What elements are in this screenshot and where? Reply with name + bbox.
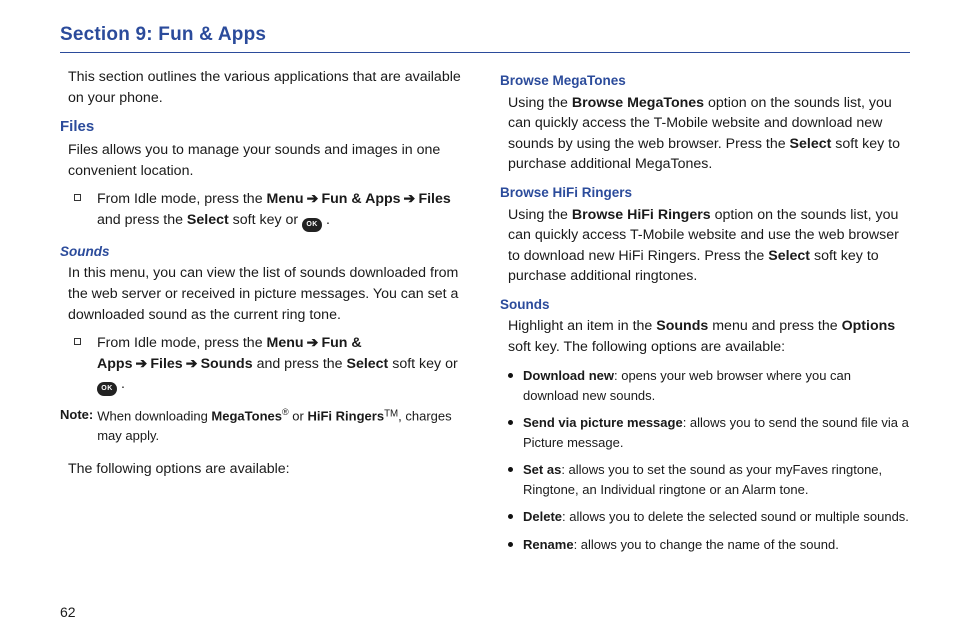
right-column: Browse MegaTones Using the Browse MegaTo… [500,67,910,562]
note: Note: When downloading MegaTones® or HiF… [60,406,470,445]
sounds-body-right: Highlight an item in the Sounds menu and… [500,316,910,357]
list-item-text: Send via picture message: allows you to … [523,413,910,453]
sounds-step-text: From Idle mode, press the Menu➔Fun & App… [97,333,470,396]
square-bullet-icon [74,194,81,201]
list-item: Set as: allows you to set the sound as y… [508,460,910,500]
files-body: Files allows you to manage your sounds a… [60,140,470,181]
page-number: 62 [60,604,76,620]
ok-icon: OK [97,382,117,396]
list-item: Send via picture message: allows you to … [508,413,910,453]
square-bullet-icon [74,338,81,345]
browse-megatones-heading: Browse MegaTones [500,71,910,91]
sounds-body: In this menu, you can view the list of s… [60,263,470,325]
files-step-text: From Idle mode, press the Menu➔Fun & App… [97,189,470,232]
bullet-icon [508,420,513,425]
list-item-text: Set as: allows you to set the sound as y… [523,460,910,500]
content-columns: This section outlines the various applic… [60,67,910,562]
list-item: Delete: allows you to delete the selecte… [508,507,910,527]
section-title: Section 9: Fun & Apps [60,24,910,53]
list-item: Download new: opens your web browser whe… [508,366,910,406]
list-item-text: Rename: allows you to change the name of… [523,535,839,555]
bullet-icon [508,514,513,519]
files-heading: Files [60,116,470,138]
options-intro: The following options are available: [60,459,470,480]
browse-hifi-heading: Browse HiFi Ringers [500,183,910,203]
list-item: Rename: allows you to change the name of… [508,535,910,555]
browse-megatones-body: Using the Browse MegaTones option on the… [500,93,910,175]
sounds-subheading: Sounds [60,242,470,262]
options-list: Download new: opens your web browser whe… [508,366,910,555]
sounds-step: From Idle mode, press the Menu➔Fun & App… [74,333,470,396]
files-step: From Idle mode, press the Menu➔Fun & App… [74,189,470,232]
bullet-icon [508,373,513,378]
bullet-icon [508,467,513,472]
note-label: Note: [60,406,93,445]
list-item-text: Delete: allows you to delete the selecte… [523,507,909,527]
ok-icon: OK [302,218,322,232]
bullet-icon [508,542,513,547]
browse-hifi-body: Using the Browse HiFi Ringers option on … [500,205,910,287]
note-body: When downloading MegaTones® or HiFi Ring… [97,406,470,445]
list-item-text: Download new: opens your web browser whe… [523,366,910,406]
intro-text: This section outlines the various applic… [60,67,470,108]
sounds-heading-right: Sounds [500,295,910,315]
left-column: This section outlines the various applic… [60,67,470,562]
